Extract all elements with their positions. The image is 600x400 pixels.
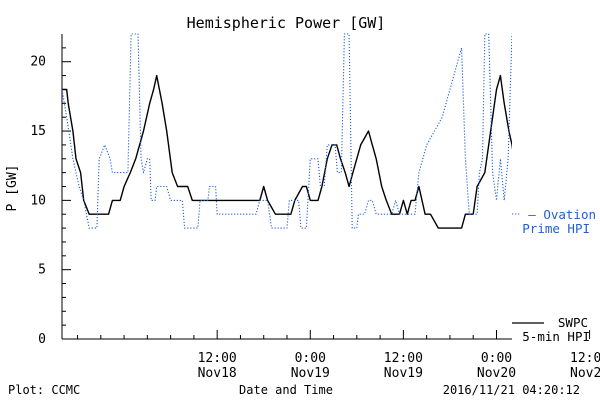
y-tick-label: 5 [38, 263, 46, 278]
chart-title: Hemispheric Power [GW] [187, 14, 386, 32]
series-line-ovation [62, 33, 512, 229]
legend-swpc-label-2: 5-min HPI [522, 329, 590, 344]
legend-ovation-label-2: Prime HPI [522, 221, 590, 236]
footer-timestamp: 2016/11/21 04:20:12 [443, 383, 580, 397]
x-tick-date-label: Nov20 [477, 366, 516, 381]
y-tick-label: 0 [38, 332, 46, 347]
x-tick-time-label: 12:00 [570, 351, 600, 366]
x-tick-date-label: Nov19 [291, 366, 330, 381]
y-axis-label: P [GW] [5, 165, 20, 212]
x-tick-time-label: 0:00 [295, 351, 326, 366]
footer-plot-credit: Plot: CCMC [8, 383, 80, 397]
x-axis-ticks: 12:00Nov180:00Nov1912:00Nov190:00Nov2012… [77, 330, 600, 381]
legend-ovation-label-1: — Ovation [528, 207, 596, 222]
x-tick-time-label: 12:00 [198, 351, 237, 366]
series-layer [62, 33, 512, 229]
legend-swpc-label-1: SWPC [558, 315, 588, 330]
x-tick-time-label: 0:00 [481, 351, 512, 366]
y-tick-label: 10 [30, 193, 46, 208]
x-tick-date-label: Nov20 [570, 366, 600, 381]
x-tick-time-label: 12:00 [384, 351, 423, 366]
chart-axes [61, 34, 512, 340]
y-axis-ticks: 0 5 10 15 20 [30, 47, 71, 347]
y-tick-label: 20 [30, 55, 46, 70]
x-tick-date-label: Nov18 [198, 366, 237, 381]
y-tick-label: 15 [30, 124, 46, 139]
x-axis-label: Date and Time [239, 383, 333, 397]
series-line-swpc [62, 74, 512, 229]
x-tick-date-label: Nov19 [384, 366, 423, 381]
